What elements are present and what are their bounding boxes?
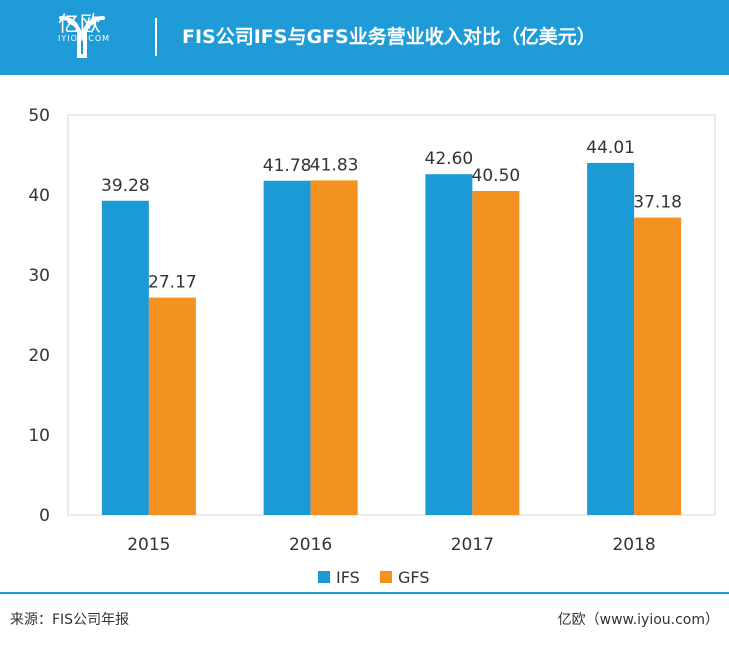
- credit-note: 亿欧（www.iyiou.com）: [557, 612, 719, 628]
- logo-wordmark: 亿欧: [58, 12, 102, 36]
- bar-ifs: [587, 162, 635, 516]
- legend-swatch-ifs: [318, 571, 330, 583]
- y-tick-label: 40: [28, 186, 50, 206]
- logo-subtext: IYIOU·COM: [58, 34, 111, 43]
- chart-title: FIS公司IFS与GFS业务营业收入对比（亿美元）: [182, 26, 596, 48]
- chart-area: 0 10 20 30 40 50 39.28 27.17 2015 41.78 41.83 2016 4…: [0, 75, 729, 585]
- data-label: 40.50: [472, 166, 521, 186]
- iyiou-logo-icon: [59, 16, 105, 58]
- y-tick-label: 10: [28, 426, 50, 446]
- legend-label-ifs: IFS: [336, 568, 360, 585]
- bar-ifs: [425, 174, 473, 515]
- legend-label-gfs: GFS: [398, 568, 429, 585]
- data-label: 42.60: [425, 149, 474, 169]
- data-label: 39.28: [101, 176, 150, 196]
- x-tick-label: 2015: [127, 535, 170, 555]
- header-banner: 亿欧 IYIOU·COM FIS公司IFS与GFS业务营业收入对比（亿美元）: [0, 0, 729, 75]
- legend-swatch-gfs: [380, 571, 392, 583]
- data-label: 37.18: [633, 193, 682, 213]
- header-divider: [155, 18, 157, 56]
- data-label: 44.01: [586, 138, 635, 158]
- plot-border: [67, 114, 716, 516]
- bar-ifs: [101, 200, 149, 515]
- y-tick-label: 20: [28, 346, 50, 366]
- bar-gfs: [148, 297, 196, 515]
- bar-ifs: [263, 180, 311, 515]
- y-tick-label: 0: [39, 506, 50, 526]
- x-tick-label: 2016: [289, 535, 332, 555]
- bar-gfs: [472, 191, 520, 515]
- bar-gfs: [634, 217, 682, 515]
- bar-gfs: [310, 180, 358, 516]
- x-tick-label: 2018: [612, 535, 655, 555]
- source-note: 来源：FIS公司年报: [10, 612, 130, 628]
- data-label: 41.78: [263, 156, 312, 176]
- footer-divider: [0, 592, 729, 594]
- y-tick-label: 30: [28, 266, 50, 286]
- y-tick-label: 50: [28, 106, 50, 126]
- data-label: 27.17: [148, 273, 197, 293]
- data-label: 41.83: [310, 155, 359, 175]
- x-tick-label: 2017: [451, 535, 494, 555]
